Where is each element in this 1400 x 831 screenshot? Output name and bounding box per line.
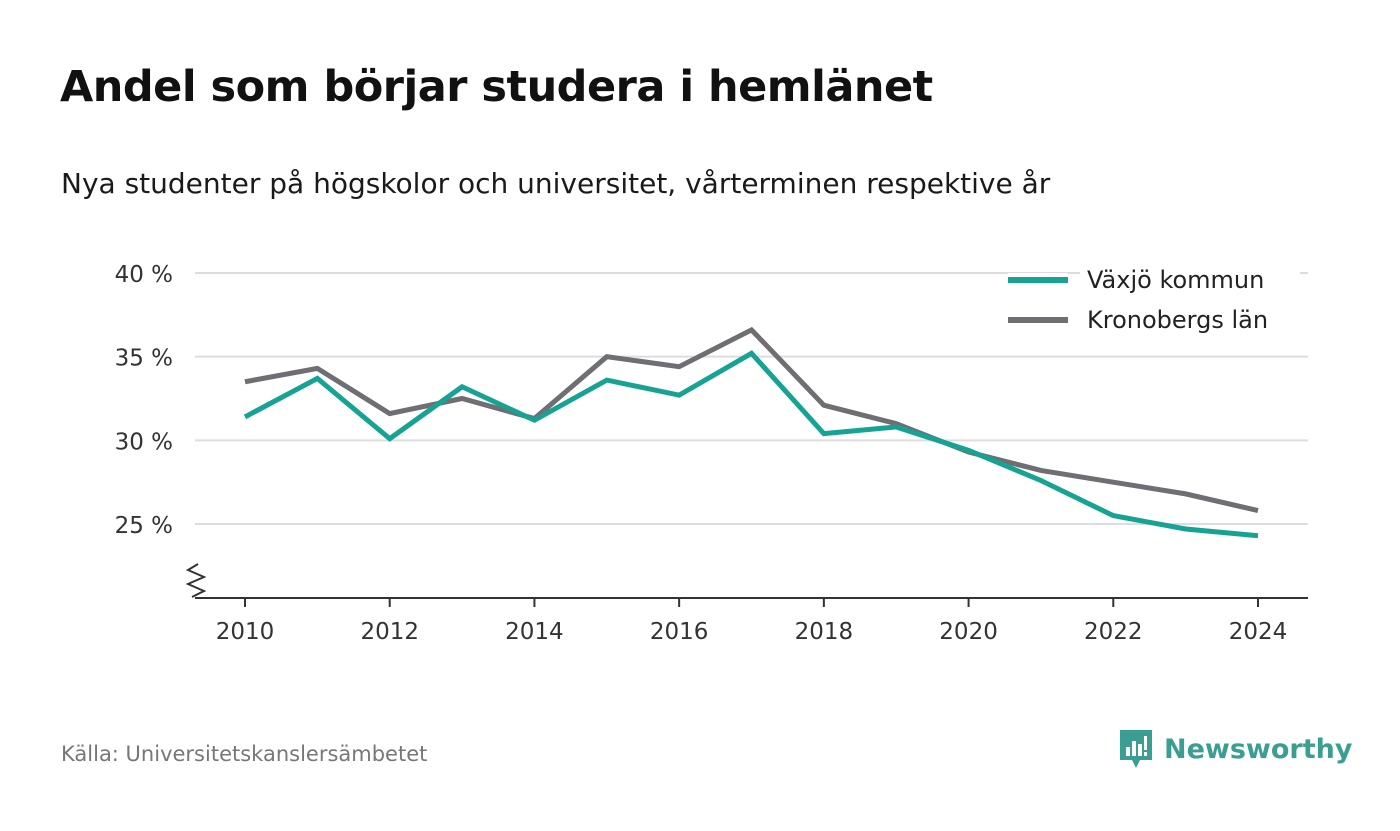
axis-break-icon bbox=[185, 563, 207, 598]
y-tick-label: 30 % bbox=[115, 429, 173, 455]
x-tick-label: 2012 bbox=[360, 619, 419, 645]
legend-label-bg bbox=[1080, 302, 1300, 336]
legend-label: Kronobergs län bbox=[1087, 306, 1268, 334]
brand-logo: Newsworthy bbox=[1118, 728, 1352, 770]
legend-label-bg bbox=[1080, 262, 1300, 296]
source-text: Källa: Universitetskanslersämbetet bbox=[61, 742, 428, 766]
legend: Växjö kommun Kronobergs län bbox=[1008, 262, 1300, 336]
x-tick-label: 2014 bbox=[505, 619, 564, 645]
x-tick-label: 2010 bbox=[216, 619, 275, 645]
series-line-kronoberg bbox=[244, 326, 1259, 514]
x-tick-label: 2018 bbox=[795, 619, 854, 645]
brand-name: Newsworthy bbox=[1164, 733, 1353, 765]
chart-subtitle: Nya studenter på högskolor och universit… bbox=[61, 167, 1051, 200]
x-tick-label: 2022 bbox=[1084, 619, 1143, 645]
y-tick-label: 25 % bbox=[115, 513, 173, 539]
series-line-vaxjo bbox=[243, 350, 1259, 539]
newsworthy-logo-icon bbox=[1120, 730, 1152, 768]
chart-title: Andel som börjar studera i hemlänet bbox=[60, 62, 933, 112]
x-tick-label: 2020 bbox=[939, 619, 998, 645]
y-tick-label: 35 % bbox=[115, 346, 173, 372]
y-tick-label: 40 % bbox=[115, 262, 173, 288]
x-tick-label: 2024 bbox=[1229, 619, 1288, 645]
x-tick-label: 2016 bbox=[650, 619, 709, 645]
legend-label: Växjö kommun bbox=[1087, 266, 1264, 294]
